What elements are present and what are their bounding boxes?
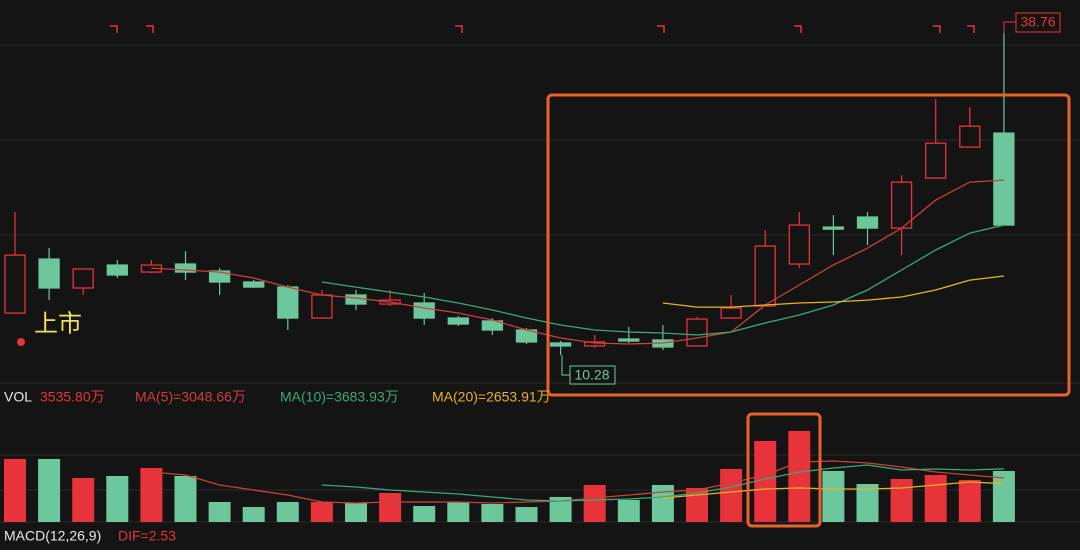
volume-bar <box>890 478 913 522</box>
volume-bar <box>788 430 811 522</box>
volume-bar <box>958 479 981 522</box>
panel-title: MACD(12,26,9) <box>4 528 101 544</box>
corner-marker <box>146 25 154 33</box>
volume-bar <box>754 440 777 522</box>
high-label: 38.76 <box>1020 14 1055 30</box>
candle-body <box>788 224 810 265</box>
candle-body <box>856 216 879 229</box>
markers <box>110 25 975 33</box>
highlight-box <box>746 412 822 528</box>
volume-bar <box>481 503 504 522</box>
candle-body <box>481 320 504 331</box>
annotation-box <box>1015 12 1061 33</box>
corner-marker <box>794 25 802 33</box>
current-volume: 3535.80万 <box>40 389 105 405</box>
plot <box>4 33 1015 522</box>
volume-bar <box>106 475 129 522</box>
candle-body <box>925 142 947 179</box>
annotation-line <box>561 355 570 376</box>
volume-bar <box>379 492 402 522</box>
listing-label: 上市 <box>34 310 82 337</box>
ma-line <box>662 275 1004 308</box>
corner-marker <box>455 25 463 33</box>
ma-line <box>321 464 1004 502</box>
volume-bar <box>413 505 436 522</box>
volume-bar <box>822 470 845 522</box>
volume-bar <box>345 502 367 522</box>
ma-line <box>662 481 1004 499</box>
low-label: 10.28 <box>574 367 609 383</box>
corner-marker <box>657 25 665 33</box>
candle-body <box>413 302 435 319</box>
candle-body <box>174 263 197 273</box>
volume-bar <box>583 484 606 522</box>
panel-title: VOL <box>4 389 32 405</box>
volume-bar <box>617 499 640 522</box>
candle-body <box>754 245 776 307</box>
legend-entry: MA(5)=3048.66万 <box>135 389 246 405</box>
highlight-box <box>546 93 1071 397</box>
candle-body <box>208 270 231 283</box>
ma-line <box>151 179 1004 345</box>
volume-bar <box>72 477 95 522</box>
annotation-box <box>569 365 616 385</box>
corner-marker <box>933 25 941 33</box>
candle-body <box>106 264 128 276</box>
candle-body <box>720 307 742 319</box>
volume-bar <box>242 506 265 522</box>
candle-body <box>959 125 981 148</box>
listing-dot <box>17 338 25 346</box>
volume-bar <box>4 458 26 522</box>
volume-bar <box>924 474 947 522</box>
volume-bar <box>686 487 708 522</box>
candle-body <box>311 294 333 319</box>
volume-bar <box>447 501 470 522</box>
candle-body <box>993 132 1015 226</box>
candle-body <box>890 181 913 229</box>
candle-body <box>686 318 708 347</box>
candle-body <box>277 286 299 319</box>
volume-bar <box>992 470 1015 522</box>
ma-line <box>321 224 1005 336</box>
volume-bar <box>276 501 299 522</box>
candle-body <box>345 294 367 305</box>
legend-entry: MA(10)=3683.93万 <box>280 389 399 405</box>
volume-bar <box>515 506 538 522</box>
volume-bar <box>140 467 163 522</box>
volume-bar <box>856 483 879 522</box>
volume-bar <box>549 496 572 522</box>
volume-bar <box>38 458 61 522</box>
candle-body <box>72 268 94 289</box>
volume-bar <box>310 501 333 522</box>
volume-bar <box>651 484 674 522</box>
candle-body <box>549 342 572 347</box>
candle-body <box>38 258 60 289</box>
candle-body <box>447 317 469 325</box>
legend-entry: MA(20)=2653.91万 <box>432 389 551 405</box>
dif-label: DIF=2.53 <box>118 528 176 544</box>
candle-body <box>4 254 26 314</box>
corner-marker <box>967 25 975 33</box>
ma-line <box>151 460 1004 504</box>
volume-bar <box>720 468 743 522</box>
volume-bar <box>208 501 231 522</box>
candle-body <box>243 281 265 288</box>
volume-bar <box>174 475 197 522</box>
candle-body <box>584 341 606 347</box>
corner-marker <box>110 25 118 33</box>
candle-body <box>822 226 845 230</box>
candle-body <box>618 338 640 342</box>
